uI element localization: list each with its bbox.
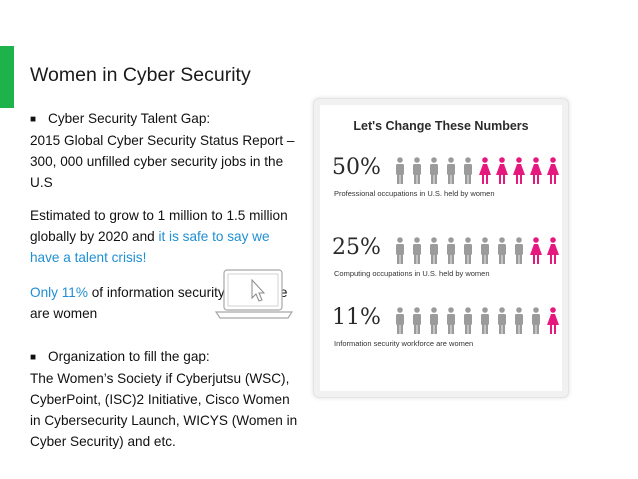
male-figure-icon [515, 237, 523, 264]
male-figure-icon [481, 237, 489, 264]
female-figure-icon [479, 157, 491, 184]
female-figure-icon [496, 157, 508, 184]
stat-percent: 25% [332, 235, 381, 260]
bullet-heading: Organization to fill the gap: [48, 349, 210, 364]
bullet-organizations: ■ Organization to fill the gap: The Women… [30, 346, 300, 452]
highlighted-text: it is safe to say we have a talent crisi… [30, 229, 270, 265]
male-figure-icon [396, 157, 404, 184]
slide-title: Women in Cyber Security [30, 64, 251, 86]
laptop-cursor-icon [214, 269, 294, 319]
paragraph-growth-estimate: Estimated to grow to 1 million to 1.5 mi… [30, 205, 300, 268]
male-figure-icon [430, 157, 438, 184]
male-figure-icon [447, 237, 455, 264]
male-figure-icon [464, 307, 472, 334]
female-figure-icon [547, 307, 559, 334]
male-figure-icon [464, 237, 472, 264]
male-figure-icon [447, 157, 455, 184]
male-figure-icon [464, 157, 472, 184]
female-figure-icon [530, 157, 542, 184]
male-figure-icon [413, 237, 421, 264]
bullet-body: The Women’s Society if Cyberjutsu (WSC),… [30, 371, 298, 449]
bullet-body: 2015 Global Cyber Security Status Report… [30, 133, 295, 190]
female-figure-icon [530, 237, 542, 264]
male-figure-icon [413, 157, 421, 184]
infographic-card: Let's Change These Numbers 50% Professio… [313, 98, 569, 398]
male-figure-icon [515, 307, 523, 334]
male-figure-icon [413, 307, 421, 334]
stat-percent: 11% [332, 305, 381, 330]
infographic-title: Let's Change These Numbers [353, 119, 529, 133]
bullet-talent-gap: ■ Cyber Security Talent Gap: 2015 Global … [30, 108, 300, 193]
square-bullet-icon: ■ [30, 114, 37, 125]
male-figure-icon [430, 237, 438, 264]
accent-bar [0, 46, 14, 108]
male-figure-icon [396, 237, 404, 264]
bullet-heading: Cyber Security Talent Gap: [48, 111, 211, 126]
male-figure-icon [430, 307, 438, 334]
highlighted-text: Only 11% [30, 285, 88, 300]
female-figure-icon [547, 157, 559, 184]
female-figure-icon [547, 237, 559, 264]
male-figure-icon [481, 307, 489, 334]
infographic-panel: Let's Change These Numbers 50% Professio… [320, 105, 562, 391]
people-figures-icon [396, 157, 559, 184]
stat-caption: Information security workforce are women [334, 339, 474, 348]
male-figure-icon [498, 237, 506, 264]
paragraph-text: Estimated to grow to 1 million to 1.5 mi… [30, 208, 288, 244]
stat-percent: 50% [332, 155, 381, 180]
stat-caption: Professional occupations in U.S. held by… [334, 189, 495, 198]
square-bullet-icon: ■ [30, 352, 37, 363]
male-figure-icon [396, 307, 404, 334]
stat-caption: Computing occupations in U.S. held by wo… [334, 269, 490, 278]
male-figure-icon [498, 307, 506, 334]
female-figure-icon [513, 157, 525, 184]
male-figure-icon [447, 307, 455, 334]
people-figures-icon [396, 307, 559, 334]
people-figures-icon [396, 237, 559, 264]
male-figure-icon [532, 307, 540, 334]
